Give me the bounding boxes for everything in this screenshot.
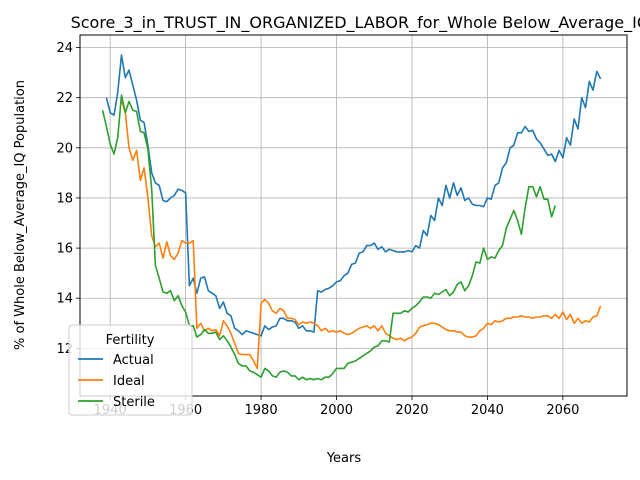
x-tick-label: 2040	[471, 403, 504, 418]
legend-box	[68, 324, 193, 416]
y-tick-label: 14	[56, 292, 73, 307]
y-tick-label: 16	[56, 242, 73, 257]
series-line-ideal	[120, 99, 602, 370]
y-tick-label: 20	[56, 141, 73, 156]
legend-label-actual: Actual	[113, 353, 154, 368]
plot-frame	[79, 34, 628, 397]
x-tick-label: 2000	[320, 403, 353, 418]
legend-entries: Actual Ideal Sterile	[78, 353, 155, 410]
chart-title: Score_3_in_TRUST_IN_ORGANIZED_LABOR_for_…	[71, 13, 640, 33]
y-tick-label: 22	[56, 91, 73, 106]
series-line-sterile	[101, 94, 557, 381]
y-tick-label: 18	[56, 191, 73, 206]
x-tick-label: 2060	[546, 403, 579, 418]
legend-label-sterile: Sterile	[113, 395, 155, 410]
legend: Fertility Actual Ideal Sterile	[68, 324, 193, 416]
y-axis-label: % of Whole Below_Average_IQ Population	[13, 80, 28, 350]
x-tick-label: 1980	[245, 403, 278, 418]
x-tick-label: 2020	[395, 403, 428, 418]
series-group	[101, 54, 602, 381]
series-line-actual	[105, 54, 602, 337]
x-axis-label: Years	[326, 451, 362, 466]
legend-label-ideal: Ideal	[113, 374, 145, 389]
legend-title: Fertility	[106, 333, 155, 348]
y-tick-label: 24	[56, 41, 73, 56]
